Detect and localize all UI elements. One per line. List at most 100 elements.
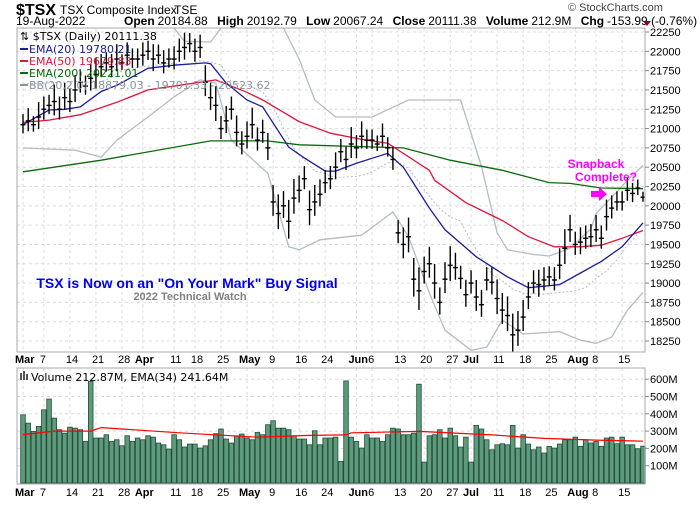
volume-bar [254,432,261,484]
volume-date-label: 6 [368,487,374,499]
volume-bar [327,437,334,484]
volume-bar [202,445,209,484]
chg-value: -153.99 (-0.76%) [607,14,697,28]
price-bar [385,137,391,157]
price-date-label: 25 [217,354,229,366]
volume-bar [218,428,224,484]
volume-bar [82,441,89,484]
legend-bb: BB(20,2.0) 18879.03 - 19701.33 - 20523.6… [29,79,271,92]
price-tick-label: 22000 [650,46,681,58]
price-date-label: 28 [118,354,130,366]
legend-ema20: EMA(20) 19780.21 [29,43,132,56]
chart-date: 19-Aug-2022 [16,14,86,28]
price-bar [499,293,505,325]
price-bar [77,69,83,93]
price-date-label: 9 [269,354,275,366]
price-bar [114,44,120,72]
volume-bar [489,449,495,484]
price-bar [260,119,266,143]
volume-date-label: 21 [92,487,104,499]
volume-date-label: 20 [420,487,432,499]
price-bar [390,146,396,170]
price-bar [223,105,229,134]
price-bar [218,115,224,139]
volume-bar [614,443,620,484]
volume-bar [520,434,526,484]
price-bar [635,179,641,195]
volume-bar [358,447,365,484]
price-bar [426,246,432,278]
price-bar [291,178,297,214]
price-bar [478,289,484,317]
price-bar [202,65,208,97]
price-bar [484,267,490,291]
volume-bar [478,428,485,484]
volume-tick-label: 100M [650,461,678,473]
volume-bar [35,426,42,484]
price-date-label: 7 [40,354,46,366]
annotation-source: 2022 Technical Watch [133,291,246,303]
price-bar [296,175,302,203]
price-tick-label: 21000 [650,124,681,136]
volume-bar [499,443,506,484]
price-bar [275,194,281,230]
volume-date-label: 11 [170,487,181,499]
price-bar [301,166,307,190]
volume-date-label: Apr [135,487,155,499]
ema20-line [22,62,644,289]
volume-bar [228,442,235,484]
price-bar [359,121,365,149]
volume-bar [171,434,177,484]
volume-bar [494,444,500,484]
volume-label: Volume [486,14,529,28]
volume-date-label: 27 [446,487,458,499]
volume-bar [473,424,479,484]
legend-ema200: EMA(200) 20221.01 [29,67,139,80]
price-bar [421,256,427,284]
volume-date-label: 28 [118,487,130,499]
price-bar [312,184,318,216]
price-tick-label: 21500 [650,85,681,97]
exchange: TSE [174,3,197,17]
legend-ema50: EMA(50) 19679.83 [29,55,132,68]
close-value: 20111.38 [428,14,477,28]
price-bar [187,32,193,53]
volume-bar [103,434,110,484]
price-tick-label: 21750 [650,66,681,78]
price-bar [234,115,240,147]
price-bar [182,32,188,60]
price-bar [546,266,552,286]
price-tick-label: 22250 [650,27,681,39]
volume-bar [233,435,240,484]
price-bar [36,102,42,130]
price-bar [129,48,135,68]
volume-bar [577,445,584,484]
price-bar [213,86,219,122]
volume-bar [129,441,136,484]
price-bar [541,267,547,291]
price-date-label: 24 [321,354,333,366]
volume-tick-label: 200M [650,443,678,455]
price-bar [72,75,78,103]
volume-bar [46,398,52,484]
price-date-label: Apr [135,354,155,366]
volume-bar [556,443,563,484]
volume-bar [364,434,370,484]
volume-bar [223,438,229,484]
volume-bar [541,452,547,484]
volume-date-label: 15 [618,487,630,499]
price-tick-label: 18250 [650,336,681,348]
price-bar [416,267,422,310]
price-tick-label: 20000 [650,201,681,213]
volume-icon [20,373,22,380]
price-bar [30,116,36,132]
volume-bar [56,429,63,484]
price-bar [411,257,417,297]
volume-bar [603,437,610,484]
price-date-label: 16 [295,354,307,366]
volume-date-label: 18 [191,487,203,499]
volume-bar [567,439,573,484]
price-bar [124,42,130,66]
annotation-buy-signal: TSX is Now on an "On Your Mark" Buy Sign… [36,275,337,291]
